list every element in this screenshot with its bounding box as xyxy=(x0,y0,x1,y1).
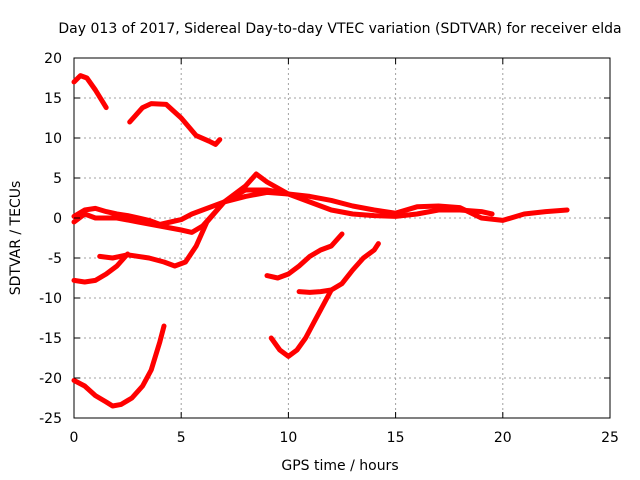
series-line-track-9 xyxy=(268,287,334,359)
series-line-track-7 xyxy=(264,231,345,281)
y-tick-label: -20 xyxy=(39,371,62,387)
x-tick-label: 5 xyxy=(177,430,186,446)
y-tick-label: 5 xyxy=(53,171,62,187)
x-tick-label: 15 xyxy=(387,430,405,446)
y-tick-label: 0 xyxy=(53,211,62,227)
chart-title: Day 013 of 2017, Sidereal Day-to-day VTE… xyxy=(58,21,621,37)
series-line-track-8 xyxy=(296,241,381,295)
x-tick-label: 10 xyxy=(279,430,297,446)
y-tick-label: -10 xyxy=(39,291,62,307)
series-line-track-10 xyxy=(71,323,167,409)
y-tick-label: 10 xyxy=(44,131,62,147)
grid xyxy=(74,58,610,418)
y-tick-label: 20 xyxy=(44,51,62,67)
x-axis-ticks: 0 5 10 15 20 25 xyxy=(70,58,619,446)
series-line-track-4 xyxy=(71,171,495,235)
series-line-track-6 xyxy=(71,251,131,285)
series-line-track-2 xyxy=(127,101,223,147)
plot-frame xyxy=(73,57,611,419)
y-tick-label: -5 xyxy=(48,251,62,267)
x-axis-label: GPS time / hours xyxy=(281,458,398,474)
y-tick-label: -15 xyxy=(39,331,62,347)
series-line-track-1 xyxy=(71,73,109,111)
y-tick-label: 15 xyxy=(44,91,62,107)
x-tick-label: 20 xyxy=(494,430,512,446)
x-tick-label: 25 xyxy=(601,430,619,446)
x-tick-label: 0 xyxy=(70,430,79,446)
data-series xyxy=(71,73,570,409)
y-axis-label: SDTVAR / TECUs xyxy=(8,181,24,296)
y-tick-label: -25 xyxy=(39,411,62,427)
y-axis-ticks: -25 -20 -15 -10 -5 0 5 10 15 20 xyxy=(39,51,610,427)
